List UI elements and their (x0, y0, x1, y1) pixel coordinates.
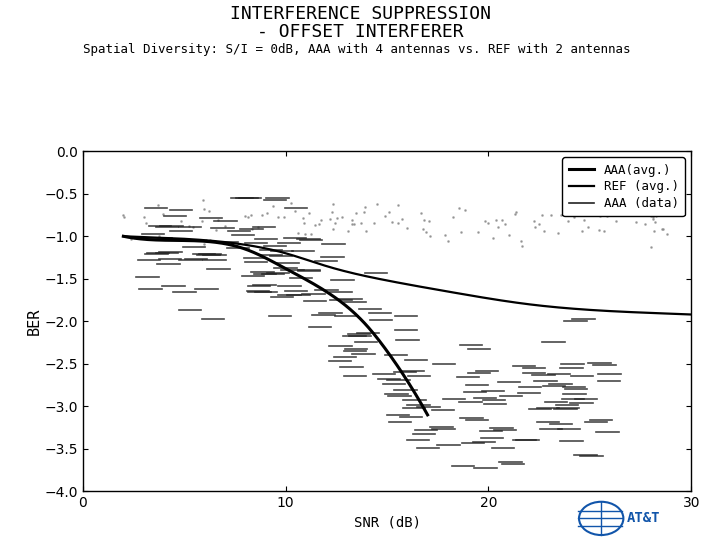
Y-axis label: BER: BER (27, 308, 42, 335)
Text: Spatial Diversity: S/I = 0dB, AAA with 4 antennas vs. REF with 2 antennas: Spatial Diversity: S/I = 0dB, AAA with 4… (83, 43, 630, 56)
Text: - OFFSET INTERFERER: - OFFSET INTERFERER (257, 23, 463, 40)
X-axis label: SNR (dB): SNR (dB) (354, 516, 420, 530)
Legend: AAA(avg.), REF (avg.), AAA (data): AAA(avg.), REF (avg.), AAA (data) (562, 158, 685, 217)
Text: AT&T: AT&T (626, 511, 660, 525)
Text: INTERFERENCE SUPPRESSION: INTERFERENCE SUPPRESSION (230, 5, 490, 23)
